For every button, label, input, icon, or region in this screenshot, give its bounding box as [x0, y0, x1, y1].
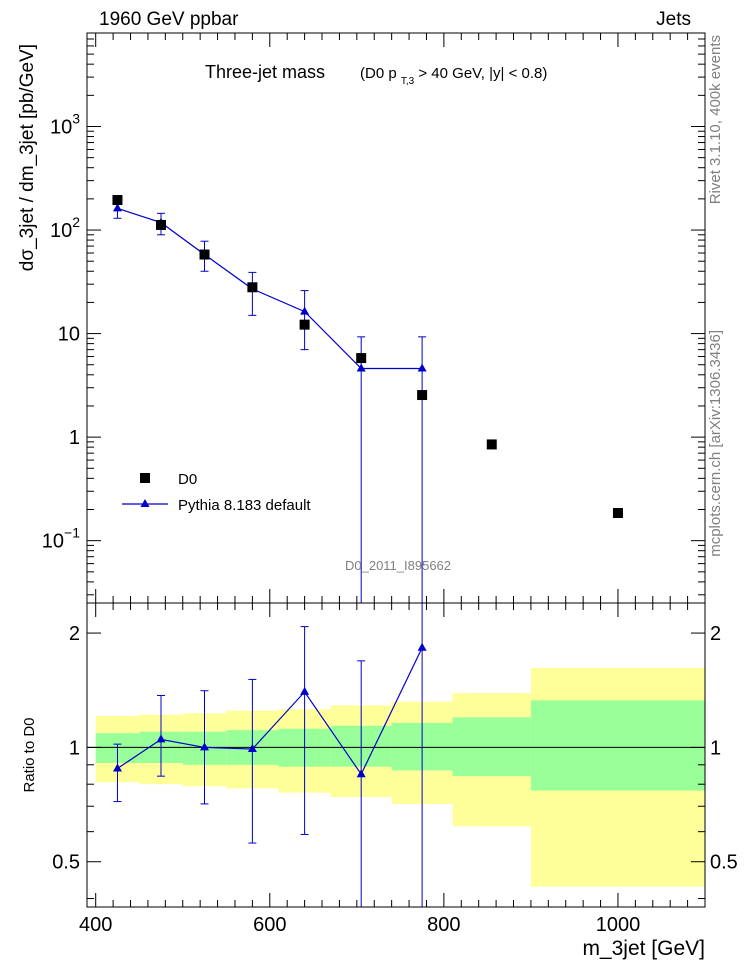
main-y-tick-label: 1 — [69, 427, 80, 449]
ratio-marks — [112, 603, 427, 907]
ratio-y-tick-label-right: 2 — [710, 623, 721, 645]
ratio-band-inner — [530, 700, 705, 791]
ratio-point — [356, 769, 366, 778]
subtitle-pre: (D0 p — [360, 65, 397, 82]
d0-point — [155, 219, 166, 230]
mcplots-label: mcplots.cern.ch [arXiv:1306.3436] — [707, 330, 724, 557]
main-panel: 10−1 1 10 102 103 Three-jet mass (D0 p T,3 >… — [17, 32, 706, 604]
main-y-axis-label: dσ_3jet / dm_3jet [pb/GeV] — [17, 44, 38, 271]
ratio-point — [247, 744, 257, 753]
d0-point — [247, 282, 258, 293]
subtitle-sub: T,3 — [401, 76, 415, 87]
d0-point — [417, 390, 428, 401]
ratio-band-inner — [452, 717, 531, 777]
ratio-x-ticks: 400 600 800 1000 — [79, 603, 706, 936]
main-y-tick-label: 102 — [50, 214, 80, 242]
ratio-y-tick-label-left: 0.5 — [52, 852, 80, 874]
ratio-point — [112, 763, 122, 772]
d0-point — [486, 439, 497, 450]
rivet-label: Rivet 3.1.10, 400k events — [707, 35, 724, 204]
ratio-point — [156, 734, 166, 743]
header-right: Jets — [656, 9, 691, 30]
ratio-y-tick-label-left: 1 — [69, 737, 80, 759]
x-tick-label: 400 — [79, 914, 112, 936]
ratio-panel: 0.5 0.5 1 1 2 2 400 600 800 1000 Ratio to D0 m_3… — [21, 602, 738, 960]
chart-title-main: Three-jet mass — [205, 62, 325, 82]
subtitle-post: > 40 GeV, |y| < 0.8) — [418, 65, 547, 82]
d0-point — [356, 353, 367, 364]
ratio-point — [300, 686, 310, 695]
mc-point — [417, 363, 427, 372]
main-y-tick-label: 103 — [50, 111, 80, 139]
main-x-ticks — [95, 33, 706, 603]
d0-point — [612, 508, 623, 519]
analysis-watermark: D0_2011_I895662 — [345, 558, 451, 573]
mc-point — [112, 203, 122, 212]
main-y-tick-label: 10 — [58, 324, 80, 346]
x-tick-label: 600 — [253, 914, 286, 936]
ratio-point — [200, 742, 210, 751]
ratio-point — [417, 642, 427, 651]
legend: D0 Pythia 8.183 default — [122, 471, 311, 514]
legend-mc-label: Pythia 8.183 default — [178, 497, 311, 514]
legend-mc-marker — [140, 499, 150, 507]
ratio-y-ticks: 0.5 0.5 1 1 2 2 — [52, 623, 738, 900]
ratio-bands — [95, 667, 705, 887]
mc-point — [300, 306, 310, 315]
main-marks — [112, 195, 623, 603]
ratio-y-axis-label: Ratio to D0 — [21, 717, 38, 792]
x-axis-label: m_3jet [GeV] — [582, 937, 705, 960]
x-tick-label: 800 — [427, 914, 460, 936]
legend-d0-marker — [140, 473, 150, 483]
header-left: 1960 GeV ppbar — [99, 9, 239, 30]
d0-point — [199, 249, 210, 260]
legend-d0-label: D0 — [178, 471, 197, 488]
main-y-tick-label: 10−1 — [42, 525, 80, 553]
chart-subtitle: (D0 p T,3 > 40 GeV, |y| < 0.8) — [360, 65, 547, 88]
ratio-y-tick-label-right: 0.5 — [710, 852, 738, 874]
d0-point — [112, 195, 123, 206]
main-y-ticks: 10−1 1 10 102 103 — [42, 32, 705, 596]
chart-title: Three-jet mass — [205, 62, 325, 82]
d0-point — [299, 319, 310, 330]
mc-point — [356, 363, 366, 372]
x-tick-label: 1000 — [596, 914, 641, 936]
mc-series-line — [117, 207, 423, 370]
main-plot-frame — [86, 32, 706, 604]
ratio-y-tick-label-left: 2 — [69, 623, 80, 645]
ratio-y-tick-label-right: 1 — [710, 737, 721, 759]
ratio-plot-frame — [86, 602, 706, 908]
